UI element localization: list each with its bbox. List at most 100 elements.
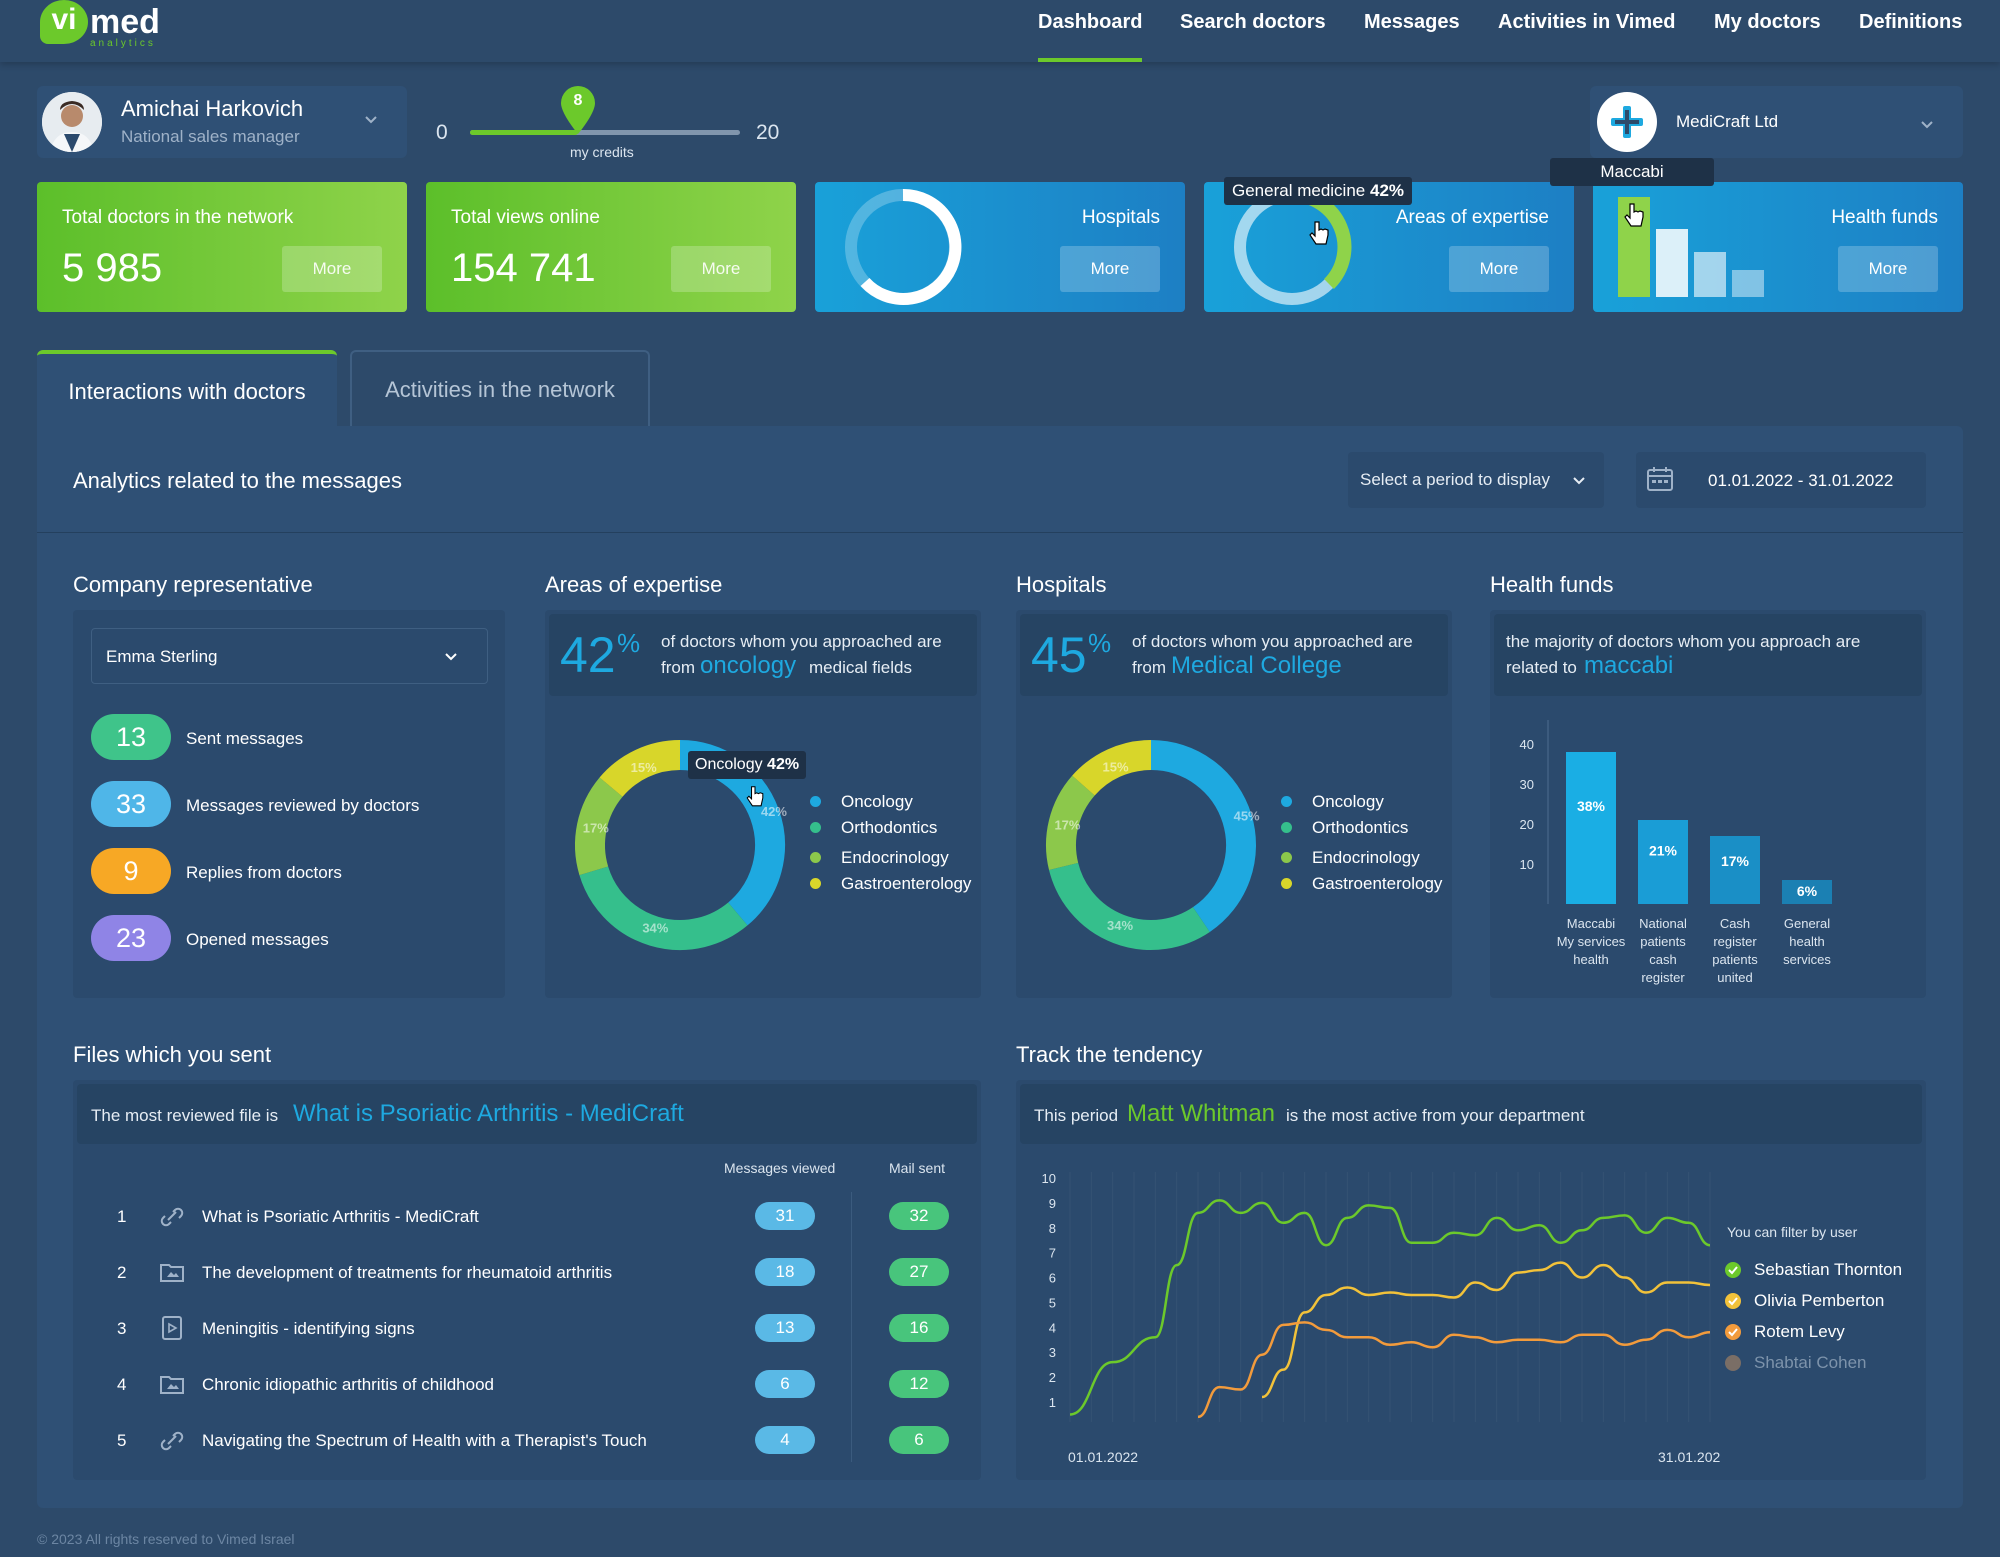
areas-tooltip: General medicine 42% bbox=[1224, 177, 1413, 205]
chevron-down-icon bbox=[445, 653, 457, 661]
more-button[interactable]: More bbox=[1060, 246, 1160, 292]
areas-percent: 42 bbox=[560, 627, 616, 683]
credits-slider-track[interactable] bbox=[470, 130, 740, 135]
x-tick-label: patients bbox=[1712, 952, 1758, 967]
nav-activities-in-vimed[interactable]: Activities in Vimed bbox=[1498, 11, 1676, 33]
y-tick-label: 8 bbox=[1049, 1221, 1056, 1236]
kpi-label: Total doctors in the network bbox=[62, 207, 294, 228]
funds-highlight: maccabi bbox=[1584, 652, 1674, 679]
table-row[interactable]: 4 Chronic idiopathic arthritis of childho… bbox=[100, 1364, 960, 1404]
chevron-down-icon[interactable] bbox=[364, 112, 378, 130]
donut-slice[interactable] bbox=[1072, 740, 1152, 796]
nav-definitions[interactable]: Definitions bbox=[1859, 11, 1963, 33]
hospitals-text: of doctors whom you approached are bbox=[1132, 632, 1413, 651]
areas-title: Areas of expertise bbox=[545, 572, 723, 597]
nav-my-doctors[interactable]: My doctors bbox=[1714, 11, 1821, 33]
legend-item: Oncology bbox=[1281, 792, 1384, 812]
file-name[interactable]: Chronic idiopathic arthritis of childhoo… bbox=[202, 1375, 494, 1394]
file-name[interactable]: Meningitis - identifying signs bbox=[202, 1319, 415, 1338]
x-tick-label: General bbox=[1784, 916, 1830, 931]
health-funds-bar-chart[interactable]: 10 20 30 40 38% Maccabi My services health 21% Na… bbox=[1494, 712, 1922, 996]
health-funds-callout: the majority of doctors whom you approac… bbox=[1494, 614, 1922, 696]
series-line[interactable] bbox=[1197, 1321, 1711, 1419]
legend-item: Gastroenterology bbox=[1281, 874, 1442, 894]
kpi-hospitals: Hospitals More bbox=[815, 182, 1185, 312]
x-tick-label: cash bbox=[1649, 952, 1676, 967]
tab-activities-in-the-network[interactable]: Activities in the network bbox=[350, 350, 650, 426]
more-button[interactable]: More bbox=[1449, 246, 1549, 292]
x-tick-label: register bbox=[1641, 970, 1685, 985]
table-row[interactable]: 3 Meningitis - identifying signs 13 16 bbox=[100, 1308, 960, 1348]
donut-slice[interactable] bbox=[579, 866, 748, 950]
x-tick-label: Maccabi bbox=[1567, 916, 1616, 931]
legend-dot-icon bbox=[1281, 852, 1292, 863]
vimed-logo[interactable]: vi med analytics bbox=[40, 0, 180, 52]
medicraft-logo-icon bbox=[1597, 92, 1657, 152]
nav-dashboard[interactable]: Dashboard bbox=[1038, 0, 1143, 62]
link-icon bbox=[158, 1202, 186, 1230]
viewed-count-badge: 31 bbox=[755, 1202, 815, 1230]
legend-item: Endocrinology bbox=[810, 848, 949, 868]
bar[interactable] bbox=[1710, 836, 1760, 904]
credits-max: 20 bbox=[756, 121, 780, 144]
company-name: MediCraft Ltd bbox=[1676, 112, 1779, 131]
track-intro-end: is the most active from your department bbox=[1286, 1106, 1585, 1125]
stat-count-badge: 9 bbox=[91, 848, 171, 894]
user-filter-name: Olivia Pemberton bbox=[1754, 1291, 1885, 1310]
legend-item: Oncology bbox=[810, 792, 913, 812]
series-line[interactable] bbox=[1069, 1199, 1711, 1416]
more-button[interactable]: More bbox=[1838, 246, 1938, 292]
y-tick-label: 9 bbox=[1049, 1196, 1056, 1211]
representative-select[interactable]: Emma Sterling bbox=[91, 628, 488, 684]
y-tick-label: 6 bbox=[1049, 1271, 1056, 1286]
user-filter-name: Sebastian Thornton bbox=[1754, 1260, 1903, 1279]
credits-slider-handle[interactable]: 8 bbox=[559, 84, 597, 136]
more-button[interactable]: More bbox=[671, 246, 771, 292]
credits-min: 0 bbox=[436, 121, 448, 144]
folder-image-icon bbox=[158, 1258, 186, 1286]
sent-count-badge: 12 bbox=[889, 1370, 949, 1398]
hospitals-highlight: Medical College bbox=[1171, 652, 1342, 679]
tab-interactions-with-doctors[interactable]: Interactions with doctors bbox=[37, 350, 337, 426]
file-name[interactable]: The development of treatments for rheuma… bbox=[202, 1263, 613, 1282]
period-select[interactable]: Select a period to display bbox=[1348, 452, 1604, 508]
bar[interactable] bbox=[1638, 820, 1688, 904]
table-row[interactable]: 1 What is Psoriatic Arthritis - MediCraft… bbox=[100, 1196, 960, 1236]
date-range-picker[interactable]: 01.01.2022 - 31.01.2022 bbox=[1636, 452, 1926, 508]
table-row[interactable]: 2 The development of treatments for rheum… bbox=[100, 1252, 960, 1292]
donut-slice[interactable] bbox=[1049, 862, 1210, 950]
nav-search-doctors[interactable]: Search doctors bbox=[1180, 11, 1326, 33]
x-tick-label: health bbox=[1573, 952, 1608, 967]
kpi-value: 5 985 bbox=[62, 246, 163, 290]
slice-label: 17% bbox=[583, 821, 609, 836]
hospitals-donut-chart[interactable]: 45% 34% 17% 15% bbox=[1036, 730, 1266, 960]
legend-item: Endocrinology bbox=[1281, 848, 1420, 868]
tendency-line-chart[interactable]: 1 2 3 4 5 6 7 8 9 10 01.01.2022 31.01.2022 bbox=[1020, 1160, 1720, 1470]
avatar bbox=[42, 92, 102, 152]
kpi-label: Total views online bbox=[451, 207, 600, 228]
bar[interactable] bbox=[1566, 752, 1616, 904]
table-row[interactable]: 5 Navigating the Spectrum of Health with … bbox=[100, 1420, 960, 1460]
y-tick-label: 30 bbox=[1520, 777, 1534, 792]
bar[interactable] bbox=[1782, 880, 1832, 904]
link-icon bbox=[158, 1426, 186, 1454]
legend-dot-icon bbox=[810, 878, 821, 889]
donut-slice[interactable] bbox=[1150, 740, 1256, 932]
stat-label: Sent messages bbox=[186, 729, 304, 748]
chevron-down-icon[interactable] bbox=[1920, 117, 1934, 135]
file-name[interactable]: Navigating the Spectrum of Health with a… bbox=[202, 1431, 647, 1450]
donut-slice[interactable] bbox=[575, 777, 623, 876]
donut-slice[interactable] bbox=[1046, 775, 1096, 871]
filter-label: You can filter by user bbox=[1727, 1224, 1858, 1240]
check-circle-icon bbox=[1724, 1292, 1742, 1310]
tooltip-value: 42% bbox=[767, 756, 800, 773]
file-name[interactable]: What is Psoriatic Arthritis - MediCraft bbox=[202, 1207, 479, 1226]
row-number: 3 bbox=[117, 1319, 127, 1338]
legend-label: Endocrinology bbox=[841, 848, 949, 867]
more-button[interactable]: More bbox=[282, 246, 382, 292]
nav-messages[interactable]: Messages bbox=[1364, 11, 1460, 33]
health-funds-title: Health funds bbox=[1490, 572, 1614, 597]
credits-value: 8 bbox=[573, 92, 583, 109]
series-line[interactable] bbox=[1261, 1261, 1711, 1399]
donut-slice[interactable] bbox=[599, 740, 681, 798]
